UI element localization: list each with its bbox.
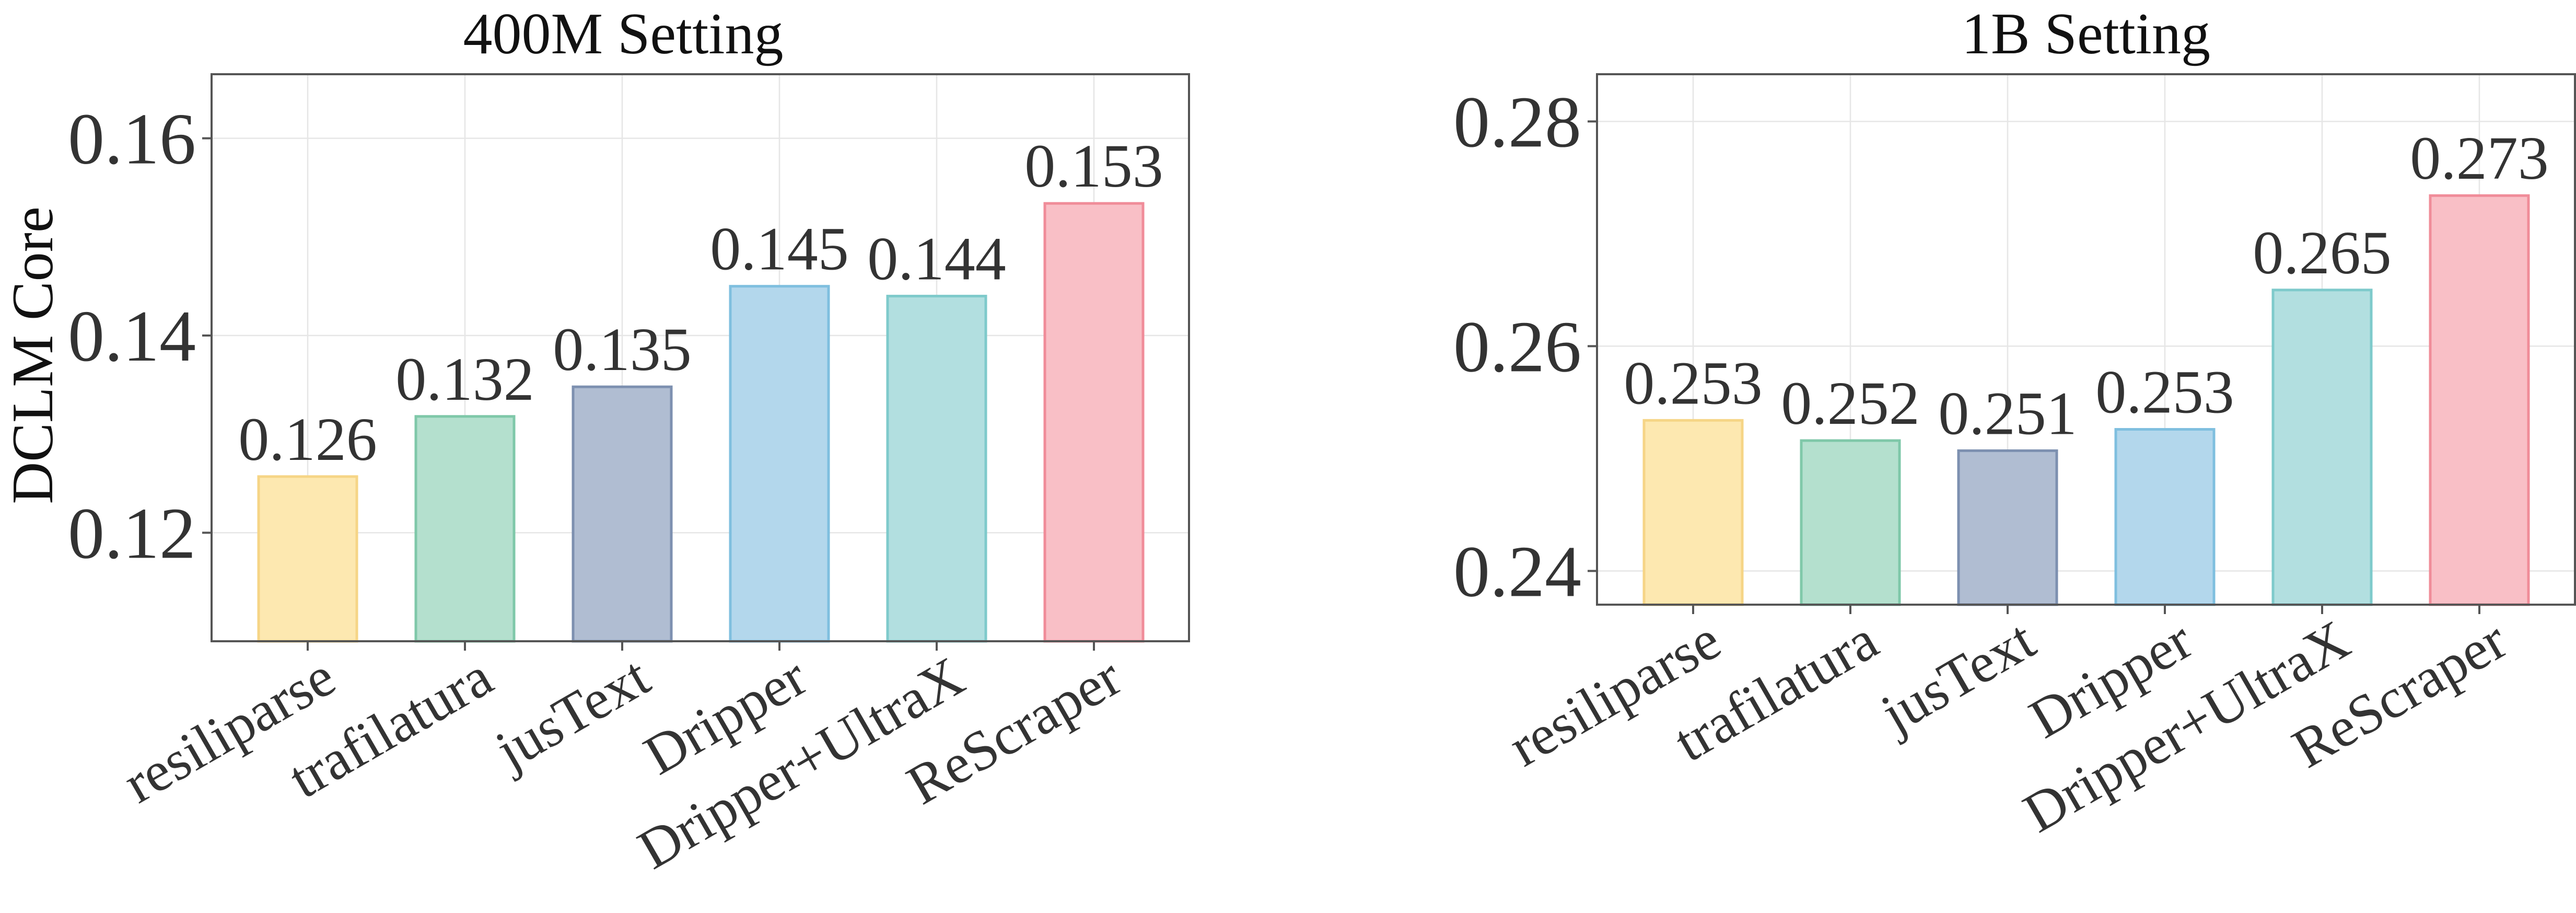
plot-frame (1596, 73, 2576, 606)
data-label: 0.132 (395, 345, 534, 413)
data-label: 0.144 (867, 225, 1006, 293)
y-axis-label: DCLM Core (1, 206, 65, 504)
panel-400m: 400M Setting DCLM Core 0.12 0.14 0.16 0.126… (1, 2, 1190, 881)
bar (729, 285, 830, 643)
x-tick-label: jusText (1869, 609, 2045, 746)
y-tick-label: 0.28 (1453, 82, 1581, 163)
data-label: 0.265 (2253, 218, 2392, 287)
chart-title: 400M Setting (463, 2, 784, 66)
data-label: 0.126 (238, 405, 377, 473)
data-label: 0.253 (2095, 358, 2234, 426)
bar (1800, 439, 1901, 606)
y-tick-label: 0.16 (68, 99, 196, 180)
y-tick-label: 0.12 (68, 493, 196, 574)
bar (2271, 288, 2373, 606)
data-label: 0.145 (710, 215, 849, 283)
y-tick-label: 0.14 (68, 296, 196, 377)
plot-frame (211, 73, 1190, 642)
x-tick-label: jusText (484, 645, 660, 783)
data-label: 0.273 (2410, 124, 2549, 192)
bar (1642, 419, 1744, 606)
chart-title: 1B Setting (1962, 2, 2210, 66)
bar (1043, 202, 1145, 643)
bar (257, 475, 358, 643)
data-label: 0.135 (553, 315, 692, 384)
data-label: 0.153 (1024, 132, 1163, 200)
bar (572, 385, 673, 643)
bar (414, 415, 516, 643)
bar (886, 295, 987, 643)
bar (1957, 449, 2058, 606)
data-label: 0.251 (1938, 379, 2077, 447)
data-label: 0.253 (1624, 349, 1763, 417)
y-tick-label: 0.24 (1453, 531, 1581, 612)
bar (2429, 194, 2530, 606)
y-tick-label: 0.26 (1453, 306, 1581, 387)
panel-1b: 1B Setting 0.24 0.26 0.28 0.253 0.252 0.251 0.… (1453, 2, 2576, 845)
data-label: 0.252 (1781, 369, 1920, 437)
bar (2114, 428, 2216, 606)
